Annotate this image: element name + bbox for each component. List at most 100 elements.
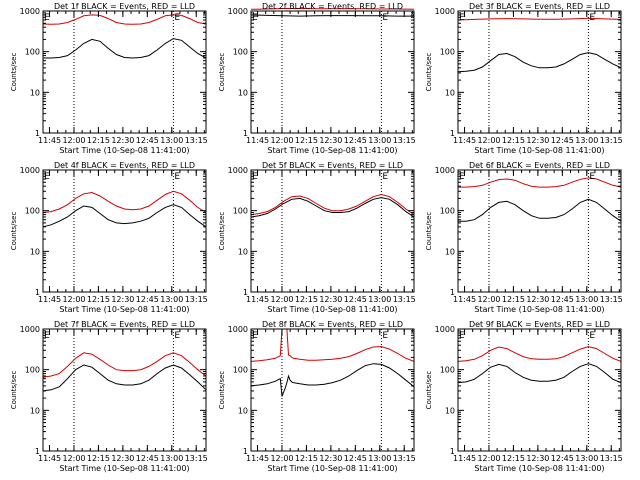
events-series-line (250, 14, 414, 17)
x-axis-label: Start Time (10-Sep-08 11:41:00) (474, 146, 604, 155)
events-series-line (42, 364, 207, 392)
x-tick-label: 13:15 (600, 295, 623, 304)
x-tick-label: 12:00 (270, 295, 293, 304)
y-axis-label: Counts/sec (425, 212, 433, 251)
chart-panel-2: 1 10 100 1000 11:45 12:00 12:15 12:30 12:45 13:00… (218, 2, 416, 155)
y-axis-label: Counts/sec (425, 53, 433, 92)
y-tick-label: 10 (238, 88, 248, 97)
x-tick-label: 13:15 (393, 136, 416, 145)
y-tick-label: 100 (25, 48, 40, 57)
e-mark: E (459, 331, 465, 341)
x-tick-label: 12:15 (502, 454, 525, 463)
x-tick-label: 11:45 (38, 295, 61, 304)
chart-title: Det 7f BLACK = Events, RED = LLD (54, 320, 195, 329)
y-axis-label: Counts/sec (10, 212, 18, 251)
lld-series-line (250, 193, 415, 216)
y-tick-label: 100 (440, 366, 455, 375)
e-mark: E (589, 172, 595, 182)
x-tick-label: 12:00 (62, 454, 85, 463)
x-tick-label: 12:15 (87, 454, 110, 463)
e-mark: E (382, 172, 388, 182)
y-tick-label: 10 (238, 406, 248, 415)
x-tick-label: 13:00 (160, 454, 183, 463)
chart-title: Det 5f BLACK = Events, RED = LLD (262, 161, 403, 170)
x-axis-label: Start Time (10-Sep-08 11:41:00) (267, 464, 397, 473)
lld-series-line (250, 328, 415, 362)
y-tick-label: 1 (243, 129, 248, 138)
x-tick-label: 13:15 (185, 136, 208, 145)
x-tick-label: 13:15 (185, 295, 208, 304)
x-tick-label: 12:15 (87, 136, 110, 145)
x-axis-label: Start Time (10-Sep-08 11:41:00) (474, 464, 604, 473)
events-series-line (250, 363, 415, 397)
plot-frame (42, 10, 207, 134)
x-tick-label: 12:45 (551, 136, 574, 145)
e-mark: E (174, 331, 180, 341)
e-mark: E (589, 13, 595, 23)
x-tick-label: 13:15 (185, 454, 208, 463)
y-axis-label: Counts/sec (10, 371, 18, 410)
x-tick-label: 13:00 (575, 136, 598, 145)
chart-title: Det 1f BLACK = Events, RED = LLD (54, 2, 195, 11)
e-mark: E (44, 172, 50, 182)
x-tick-label: 12:45 (551, 295, 574, 304)
plot-frame (457, 328, 622, 452)
x-tick-label: 13:15 (393, 454, 416, 463)
x-tick-label: 12:00 (477, 295, 500, 304)
chart-panel-3: 1 10 100 1000 11:45 12:00 12:15 12:30 12:45 13:00… (425, 2, 623, 155)
y-tick-label: 100 (25, 207, 40, 216)
y-axis-label: Counts/sec (425, 371, 433, 410)
x-axis-label: Start Time (10-Sep-08 11:41:00) (267, 146, 397, 155)
x-tick-label: 12:45 (136, 295, 159, 304)
events-series-line (43, 38, 207, 59)
events-series-line (42, 204, 207, 228)
x-tick-label: 12:30 (319, 136, 342, 145)
lld-series-line (42, 14, 207, 25)
y-tick-label: 1 (243, 447, 248, 456)
chart-title: Det 3f BLACK = Events, RED = LLD (469, 2, 610, 11)
y-tick-label: 1 (450, 447, 455, 456)
x-tick-label: 12:45 (344, 454, 367, 463)
y-tick-label: 100 (440, 48, 455, 57)
chart-title: Det 9f BLACK = Events, RED = LLD (469, 320, 610, 329)
chart-panel-6: 1 10 100 1000 11:45 12:00 12:15 12:30 12:45 13:00… (425, 161, 623, 314)
plot-frame (250, 328, 415, 452)
chart-title: Det 6f BLACK = Events, RED = LLD (469, 161, 610, 170)
y-tick-label: 100 (233, 207, 248, 216)
lld-series-line (42, 352, 207, 378)
x-tick-label: 11:45 (453, 136, 476, 145)
e-mark: E (459, 172, 465, 182)
e-mark: E (252, 172, 258, 182)
y-tick-label: 1000 (20, 325, 40, 334)
events-series-line (250, 197, 415, 218)
y-tick-label: 1000 (20, 7, 40, 16)
x-tick-label: 13:00 (575, 454, 598, 463)
y-tick-label: 100 (440, 207, 455, 216)
x-tick-label: 12:00 (270, 136, 293, 145)
x-tick-label: 12:15 (502, 295, 525, 304)
x-tick-label: 12:00 (477, 136, 500, 145)
x-tick-label: 13:00 (368, 454, 391, 463)
y-tick-label: 10 (30, 247, 40, 256)
e-mark: E (44, 331, 50, 341)
x-tick-label: 12:45 (136, 136, 159, 145)
y-tick-label: 1 (35, 447, 40, 456)
chart-panel-4: 1 10 100 1000 11:45 12:00 12:15 12:30 12:45 13:00… (10, 161, 208, 314)
e-mark: E (459, 13, 465, 23)
plot-frame (457, 10, 622, 134)
chart-title: Det 8f BLACK = Events, RED = LLD (262, 320, 403, 329)
plot-frame (42, 328, 207, 452)
chart-panel-8: 1 10 100 1000 11:45 12:00 12:15 12:30 12:45 13:00… (218, 320, 416, 473)
x-tick-label: 11:45 (453, 454, 476, 463)
plot-frame (42, 169, 207, 293)
y-axis-label: Counts/sec (218, 53, 226, 92)
x-tick-label: 12:00 (477, 454, 500, 463)
events-series-line (457, 52, 622, 73)
x-tick-label: 11:45 (246, 454, 269, 463)
e-mark: E (589, 331, 595, 341)
x-tick-label: 12:15 (295, 454, 318, 463)
e-mark: E (174, 172, 180, 182)
e-mark: E (252, 13, 258, 23)
y-tick-label: 1000 (435, 325, 455, 334)
